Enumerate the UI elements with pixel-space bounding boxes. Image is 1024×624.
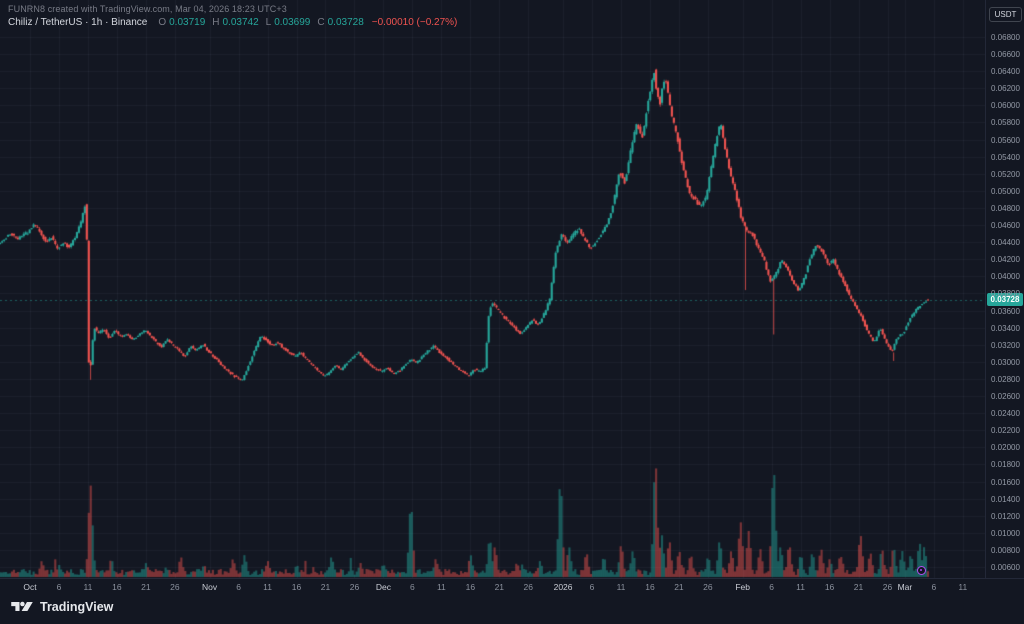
high-label: H <box>212 17 220 28</box>
change-value: −0.00010 (−0.27%) <box>371 17 458 28</box>
price-axis-label: 0.01000 <box>991 528 1020 538</box>
time-axis-label: 26 <box>523 582 534 592</box>
time-axis-label: 26 <box>703 582 713 592</box>
price-axis-label: 0.01800 <box>991 460 1020 470</box>
price-axis-label: 0.03400 <box>991 323 1020 333</box>
close-value: 0.03728 <box>327 17 364 28</box>
time-axis-label: 6 <box>589 582 595 592</box>
open-label: O <box>158 17 167 28</box>
price-axis-label: 0.06400 <box>991 67 1020 77</box>
price-axis-label: 0.02600 <box>991 392 1020 402</box>
price-axis-label: 0.03800 <box>991 289 1020 299</box>
symbol-title[interactable]: Chiliz / TetherUS · 1h · Binance <box>8 17 148 28</box>
open-value: 0.03719 <box>169 17 206 28</box>
time-axis-label-major: Feb <box>735 582 750 592</box>
symbol-legend[interactable]: Chiliz / TetherUS · 1h · Binance O 0.037… <box>8 17 457 28</box>
price-axis-label: 0.05400 <box>991 152 1020 162</box>
time-axis-label: 6 <box>236 582 241 592</box>
time-axis-label: 21 <box>853 582 864 592</box>
time-axis-label: 21 <box>141 582 151 592</box>
price-axis-label: 0.02200 <box>991 426 1020 436</box>
price-chart-canvas[interactable] <box>0 0 985 578</box>
time-axis-label-major: Oct <box>23 582 37 592</box>
low-label: L <box>265 17 272 28</box>
time-axis-label: 26 <box>349 582 360 592</box>
time-axis-label: 21 <box>320 582 331 592</box>
price-axis-label: 0.04000 <box>991 272 1020 282</box>
time-axis-label: 6 <box>769 582 774 592</box>
price-axis-label: 0.00800 <box>991 545 1020 555</box>
price-axis-label: 0.06200 <box>991 84 1020 94</box>
price-axis-label: 0.01600 <box>991 477 1020 487</box>
time-axis-label: 16 <box>824 582 835 592</box>
low-value: 0.03699 <box>274 17 311 28</box>
price-axis-label: 0.03200 <box>991 340 1020 350</box>
last-price-label: 0.03728 <box>987 293 1023 307</box>
time-axis-label: 6 <box>931 582 937 592</box>
time-axis-label: 6 <box>410 582 415 592</box>
time-axis-label: 16 <box>291 582 302 592</box>
time-axis-label-major: Dec <box>375 582 391 592</box>
time-axis-label-major: Mar <box>897 582 913 592</box>
price-axis-label: 0.01200 <box>991 511 1020 521</box>
time-axis-label: 11 <box>796 582 806 592</box>
price-axis[interactable]: USDT 0.03728 0.06800 0.06600 0.06400 0.0620… <box>985 0 1024 594</box>
price-axis-label: 0.05600 <box>991 135 1020 145</box>
tradingview-logo-text: TradingView <box>40 599 114 614</box>
time-axis-label: 16 <box>465 582 476 592</box>
price-axis-label: 0.05000 <box>991 186 1020 196</box>
price-axis-label: 0.05200 <box>991 169 1020 179</box>
time-axis-label-major: 2026 <box>553 582 573 592</box>
time-axis-label: 21 <box>674 582 684 592</box>
event-marker-icon[interactable] <box>917 566 926 575</box>
price-axis-label: 0.04800 <box>991 203 1020 213</box>
time-axis[interactable]: Oct 6 11 16 21 26 Nov 6 11 16 21 26 Dec 6 11 16 21 26 2026… <box>0 578 1024 596</box>
price-axis-label: 0.04400 <box>991 238 1020 248</box>
time-axis-label: 16 <box>112 582 122 592</box>
price-axis-label: 0.04200 <box>991 255 1020 265</box>
time-axis-label: 11 <box>436 582 446 592</box>
time-axis-label: 11 <box>263 582 272 592</box>
time-axis-label: 11 <box>958 582 968 592</box>
price-axis-label: 0.02800 <box>991 374 1020 384</box>
tradingview-logo-icon <box>11 601 33 612</box>
time-axis-label-major: Nov <box>202 582 218 592</box>
time-axis-label: 21 <box>494 582 505 592</box>
currency-unit-button[interactable]: USDT <box>989 7 1022 22</box>
price-axis-label: 0.02000 <box>991 443 1020 453</box>
tradingview-logo[interactable]: TradingView <box>10 599 113 614</box>
high-value: 0.03742 <box>222 17 259 28</box>
chart-attribution: FUNRN8 created with TradingView.com, Mar… <box>8 4 287 14</box>
time-axis-label: 6 <box>56 582 62 592</box>
price-axis-label: 0.03000 <box>991 357 1020 367</box>
price-axis-label: 0.03600 <box>991 306 1020 316</box>
time-axis-label: 26 <box>170 582 180 592</box>
time-axis-label: 26 <box>882 582 893 592</box>
time-axis-label: 16 <box>645 582 655 592</box>
time-axis-label: 11 <box>83 582 93 592</box>
price-axis-label: 0.00600 <box>991 563 1020 572</box>
price-axis-label: 0.04600 <box>991 221 1020 231</box>
close-label: C <box>317 17 325 28</box>
price-axis-label: 0.06800 <box>991 33 1020 42</box>
price-axis-label: 0.06600 <box>991 50 1020 60</box>
price-axis-label: 0.06000 <box>991 101 1020 111</box>
price-axis-label: 0.01400 <box>991 494 1020 504</box>
price-axis-label: 0.02400 <box>991 409 1020 419</box>
price-axis-label: 0.05800 <box>991 118 1020 128</box>
footer-bar: TradingView <box>0 595 1024 624</box>
time-axis-label: 11 <box>616 582 626 592</box>
